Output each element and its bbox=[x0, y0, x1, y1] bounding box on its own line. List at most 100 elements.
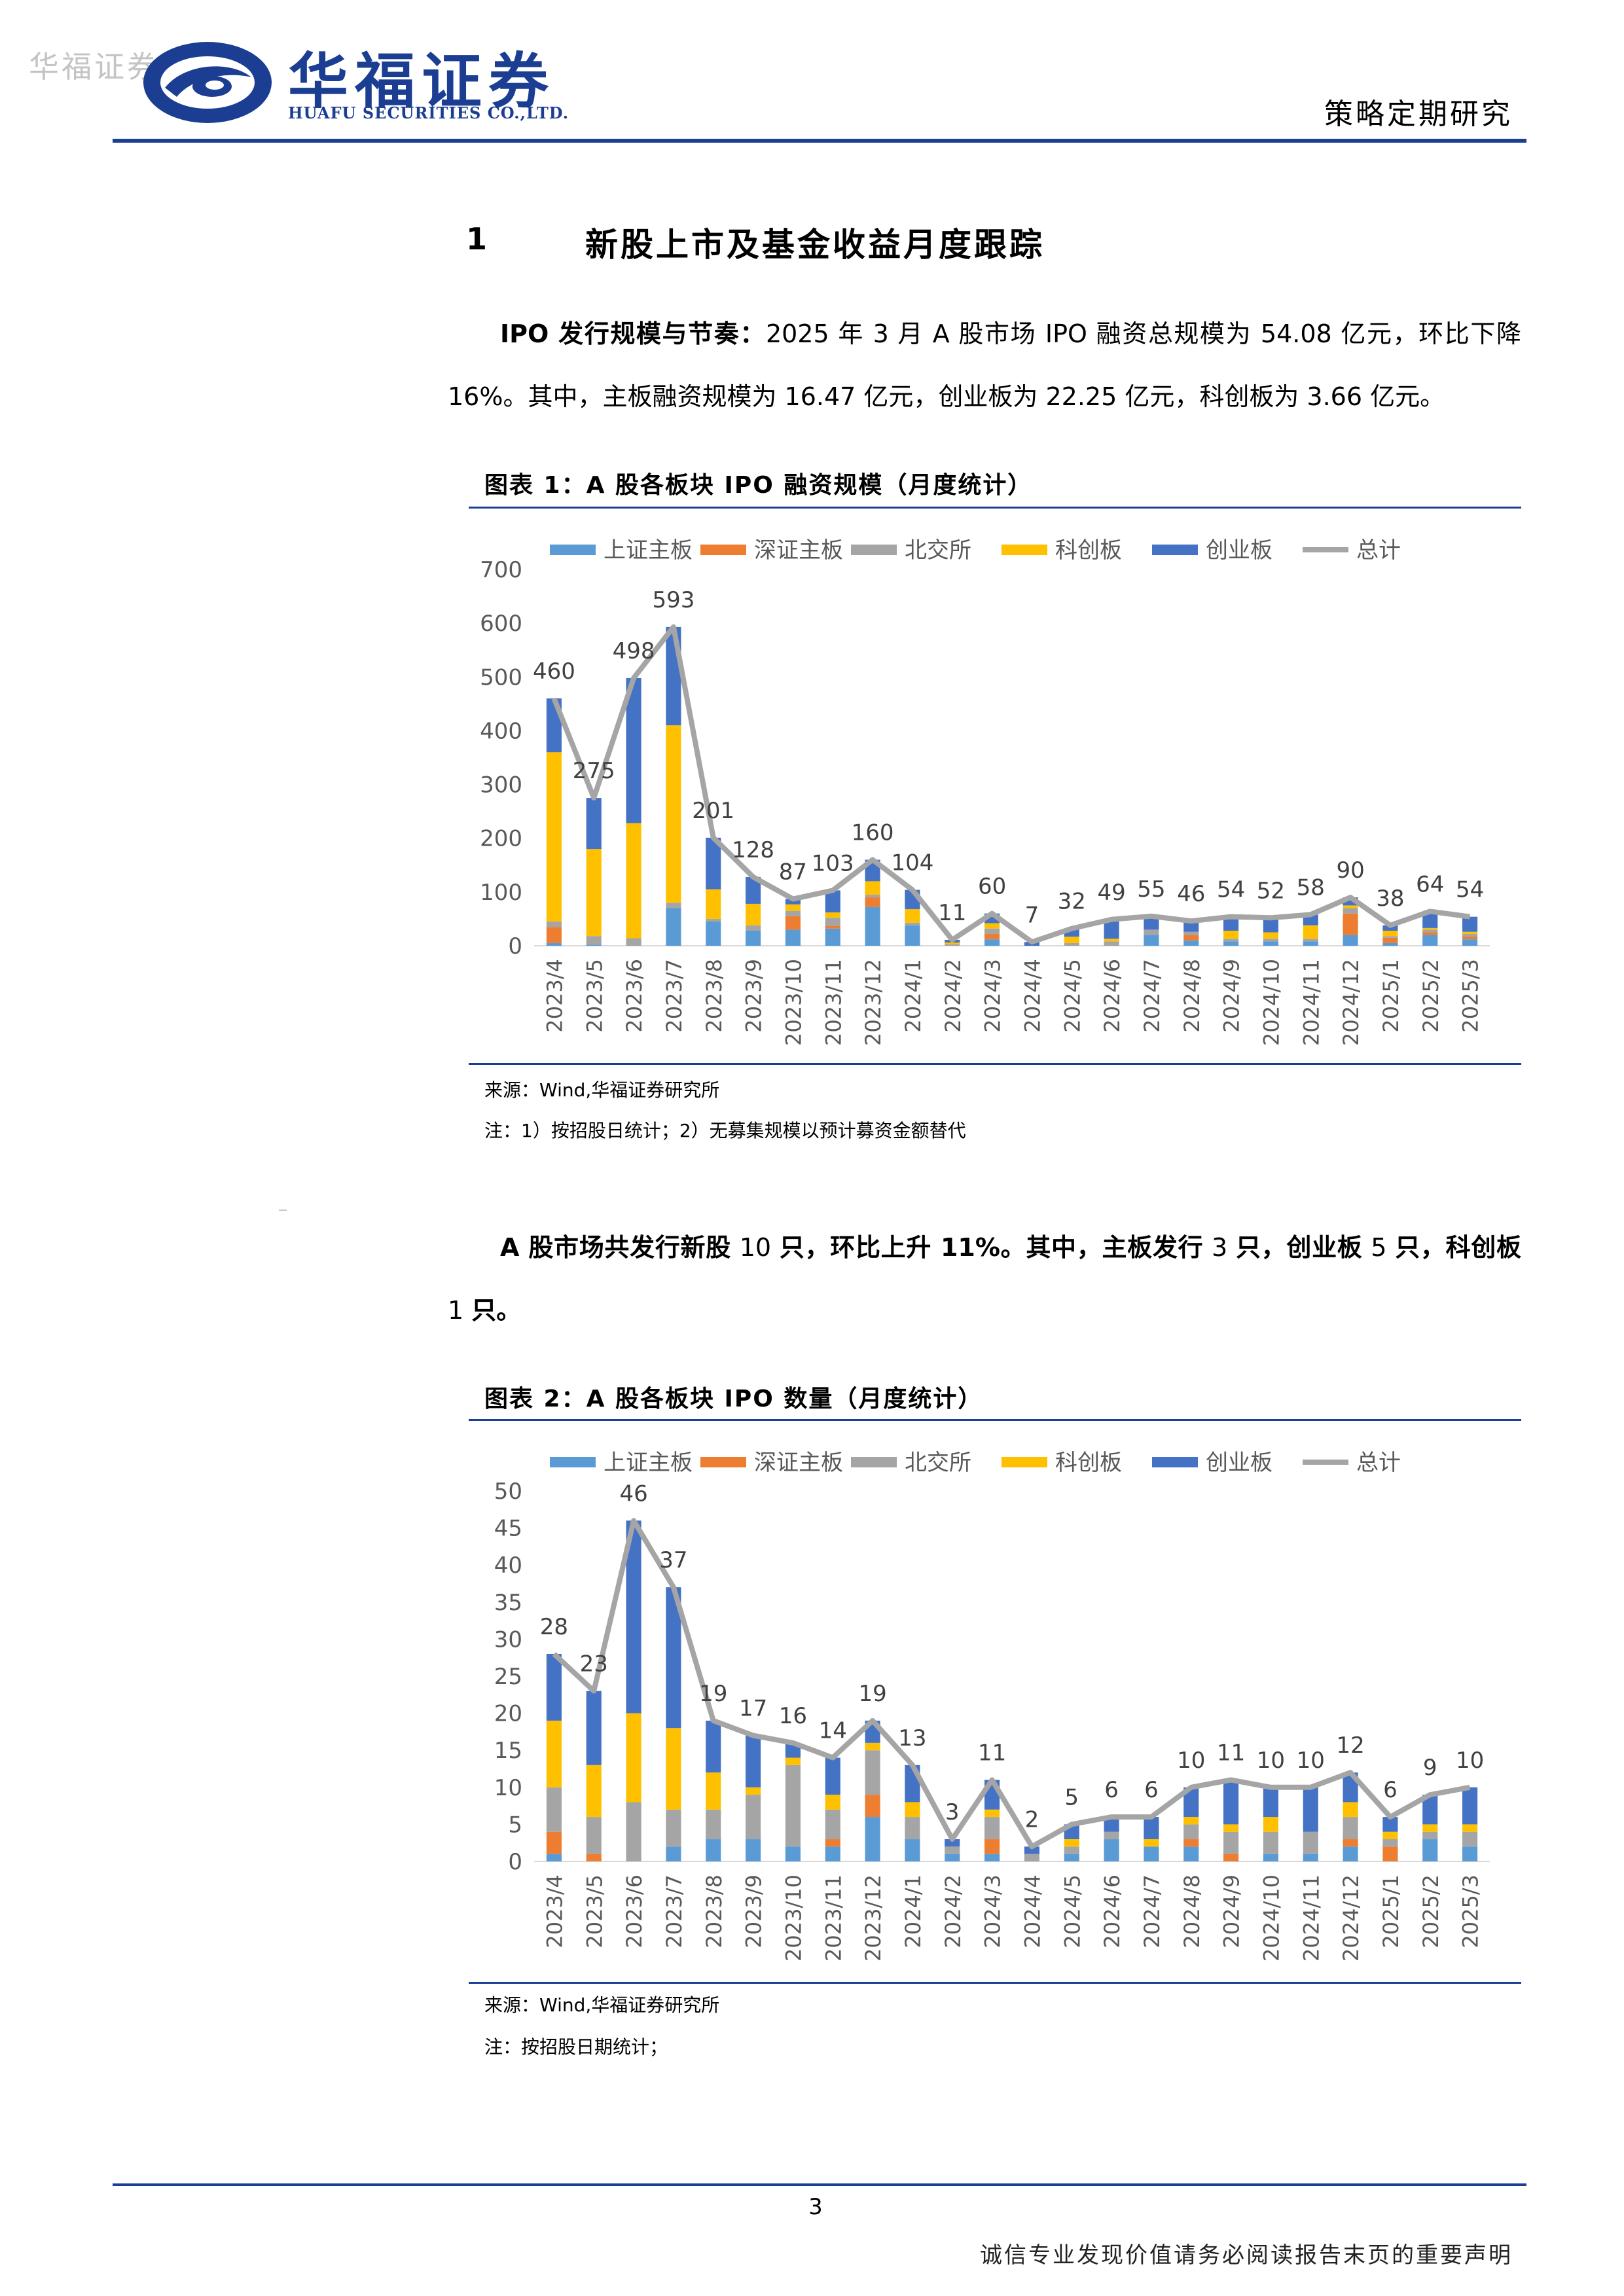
bar-segment bbox=[1462, 1831, 1478, 1847]
total-data-label: 37 bbox=[659, 1547, 687, 1573]
legend-swatch-1 bbox=[700, 1457, 746, 1467]
bar-segment bbox=[984, 1839, 1000, 1854]
bar-segment bbox=[1263, 939, 1278, 942]
x-tick-label: 2023/9 bbox=[742, 959, 767, 1033]
bar-segment bbox=[1422, 1831, 1438, 1840]
bar-segment bbox=[1064, 937, 1079, 943]
bar-segment bbox=[865, 1750, 880, 1795]
bar-segment bbox=[1303, 925, 1318, 939]
bar-segment bbox=[1303, 1787, 1318, 1832]
x-tick-label: 2025/3 bbox=[1458, 1874, 1483, 1948]
bar-segment bbox=[706, 918, 721, 922]
section-number: 1 bbox=[466, 221, 488, 257]
bar-segment bbox=[785, 929, 801, 946]
bar-segment bbox=[666, 1728, 681, 1810]
paragraph2-mid3: 只，科创板 bbox=[1395, 1233, 1521, 1262]
bar-segment bbox=[825, 928, 840, 946]
legend-label: 科创板 bbox=[1055, 537, 1122, 564]
total-data-label: 11 bbox=[1217, 1740, 1245, 1766]
legend-swatch-1 bbox=[700, 545, 746, 555]
bar-segment bbox=[905, 1802, 920, 1818]
x-tick-label: 2024/11 bbox=[1299, 1874, 1324, 1962]
total-data-label: 6 bbox=[1383, 1777, 1398, 1803]
figure-2-title: 图表 2：A 股各板块 IPO 数量（月度统计） bbox=[484, 1386, 983, 1412]
page-number: 3 bbox=[808, 2194, 823, 2220]
bar-segment bbox=[546, 927, 562, 943]
x-tick-label: 2024/6 bbox=[1100, 959, 1125, 1033]
bar-segment bbox=[1382, 1817, 1398, 1832]
y-tick-label: 20 bbox=[494, 1701, 522, 1727]
bar-segment bbox=[1303, 939, 1318, 942]
legend-swatch-2 bbox=[851, 1457, 897, 1467]
x-tick-label: 2024/6 bbox=[1100, 1874, 1125, 1948]
bar-segment bbox=[1382, 937, 1398, 943]
bar-segment bbox=[1422, 935, 1438, 946]
bar-segment bbox=[1422, 929, 1438, 933]
bar-segment bbox=[1144, 916, 1159, 930]
bar-segment bbox=[1183, 931, 1199, 935]
bar-segment bbox=[546, 922, 562, 927]
y-tick-label: 400 bbox=[480, 718, 522, 744]
bar-segment bbox=[984, 1817, 1000, 1840]
bar-segment bbox=[546, 942, 562, 946]
bar-segment bbox=[865, 1742, 880, 1751]
bar-segment bbox=[1064, 1839, 1079, 1847]
y-tick-label: 0 bbox=[508, 1849, 522, 1875]
bar-segment bbox=[785, 1757, 801, 1765]
total-data-label: 10 bbox=[1257, 1748, 1285, 1774]
bar-segment bbox=[905, 909, 920, 923]
x-tick-label: 2024/2 bbox=[941, 959, 965, 1033]
x-tick-label: 2025/2 bbox=[1418, 959, 1443, 1033]
bar-segment bbox=[1183, 1787, 1199, 1818]
brand-name-cn: 华福证券 bbox=[288, 46, 556, 117]
bar-segment bbox=[586, 944, 602, 946]
x-tick-label: 2024/10 bbox=[1259, 959, 1284, 1046]
y-tick-label: 50 bbox=[494, 1479, 522, 1505]
y-tick-label: 45 bbox=[494, 1516, 522, 1542]
bar-segment bbox=[1462, 939, 1478, 946]
total-data-label: 87 bbox=[779, 859, 807, 886]
bar-segment bbox=[945, 944, 960, 946]
bar-segment bbox=[1223, 939, 1239, 942]
x-tick-label: 2023/8 bbox=[702, 1874, 727, 1948]
bar-segment bbox=[1382, 942, 1398, 946]
bar-segment bbox=[706, 1809, 721, 1840]
bar-segment bbox=[1263, 1787, 1278, 1818]
bar-segment bbox=[1462, 1824, 1478, 1832]
total-data-label: 593 bbox=[652, 587, 695, 613]
total-data-label: 58 bbox=[1297, 874, 1325, 901]
figure-2-top-rule bbox=[469, 1419, 1521, 1421]
bar-segment bbox=[1183, 940, 1199, 946]
bar-segment bbox=[865, 897, 880, 907]
paragraph2-count-main: 3 bbox=[1203, 1233, 1236, 1262]
bar-segment bbox=[1263, 941, 1278, 946]
x-tick-label: 2024/5 bbox=[1060, 959, 1085, 1033]
bar-segment bbox=[1382, 1846, 1398, 1861]
bar-segment bbox=[1223, 1831, 1239, 1854]
total-data-label: 13 bbox=[898, 1725, 926, 1751]
bar-segment bbox=[1422, 1824, 1438, 1832]
bar-segment bbox=[626, 1713, 641, 1803]
bar-segment bbox=[1462, 937, 1478, 940]
brand-name-en: HUAFU SECURITIES CO.,LTD. bbox=[288, 103, 569, 122]
bar-segment bbox=[1343, 1846, 1358, 1861]
total-data-label: 498 bbox=[613, 638, 655, 664]
bar-segment bbox=[1303, 941, 1318, 946]
total-data-label: 275 bbox=[573, 758, 615, 784]
figure-1-source: 来源：Wind,华福证券研究所 bbox=[484, 1079, 720, 1101]
total-data-label: 23 bbox=[580, 1651, 608, 1677]
bar-segment bbox=[626, 677, 641, 823]
bar-segment bbox=[626, 1802, 641, 1861]
bar-segment bbox=[785, 899, 801, 905]
bar-segment bbox=[706, 837, 721, 889]
paragraph-ipo-count: A 股市场共发行新股 10 只，环比上升 11%。其中，主板发行 3 只，创业板… bbox=[448, 1216, 1521, 1342]
bar-segment bbox=[1422, 911, 1438, 928]
paragraph2-count-gem: 5 bbox=[1362, 1233, 1396, 1262]
bar-segment bbox=[586, 798, 602, 850]
bar-segment bbox=[626, 938, 641, 946]
bar-segment bbox=[984, 1809, 1000, 1818]
bar-segment bbox=[1223, 916, 1239, 931]
bar-segment bbox=[586, 849, 602, 937]
bar-segment bbox=[825, 1795, 840, 1810]
y-tick-label: 0 bbox=[508, 933, 522, 960]
